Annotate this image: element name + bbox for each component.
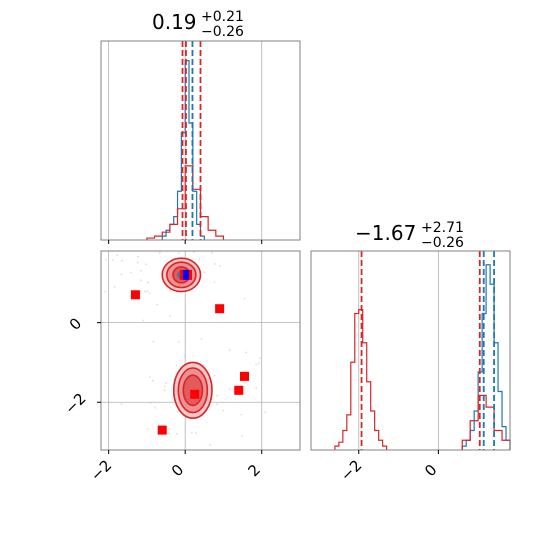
sample-dot-14 [137, 255, 139, 258]
sample-dot-38 [243, 297, 246, 300]
sample-dot-32 [116, 254, 119, 257]
sample-dot-28 [219, 264, 221, 267]
sample-dot-30 [213, 281, 216, 284]
marginal-panel-2-title-value: −1.67 [355, 221, 416, 245]
sample-dot-77 [244, 382, 246, 384]
sample-dot-78 [145, 263, 147, 266]
sample-dot-86 [120, 273, 123, 276]
sample-dot-47 [259, 357, 261, 360]
sample-dot-43 [167, 432, 170, 435]
sample-dot-21 [257, 362, 260, 364]
sample-dot-37 [240, 435, 243, 437]
sample-dot-19 [228, 349, 231, 351]
sample-dot-62 [214, 263, 216, 265]
sample-dot-9 [149, 402, 152, 404]
sample-dot-72 [168, 315, 171, 317]
marker-point-5 [157, 425, 167, 435]
marginal-panel-param-1: 0.19 +0.21 −0.26 [100, 9, 301, 244]
sample-dot-52 [203, 271, 206, 274]
sample-dot-25 [195, 432, 197, 434]
sample-dot-17 [165, 382, 168, 385]
sample-dot-5 [177, 341, 180, 343]
marginal-panel-1-ticks [108, 240, 263, 244]
sample-dot-3 [255, 363, 257, 366]
marker-point-4 [190, 389, 200, 399]
sample-dot-61 [183, 355, 186, 358]
sample-dot-54 [142, 319, 145, 322]
sample-dot-0 [130, 271, 132, 274]
sample-dot-12 [211, 251, 214, 254]
sample-dot-55 [200, 337, 203, 340]
marginal-panel-1-title-upper: +0.21 [201, 9, 244, 25]
joint-panel-background [101, 251, 300, 450]
marginal-panel-1-title-lower: −0.26 [201, 24, 244, 40]
marker-point-2 [240, 371, 250, 381]
joint-panel [97, 250, 301, 454]
sample-dot-24 [148, 292, 151, 294]
marginal-panel-2-grid [358, 251, 439, 450]
joint-panel-points [130, 269, 250, 435]
sample-dot-11 [264, 411, 267, 414]
sample-dot-2 [136, 261, 139, 264]
sample-dot-8 [169, 289, 172, 292]
sample-dot-15 [177, 410, 179, 413]
sample-dot-87 [209, 444, 211, 446]
sample-dot-70 [120, 259, 123, 262]
sample-dot-26 [198, 258, 201, 260]
sample-dot-41 [175, 364, 178, 367]
sample-dot-89 [146, 428, 149, 431]
sample-dot-7 [163, 389, 166, 392]
marker-point-1 [215, 304, 225, 314]
sample-dot-84 [105, 258, 108, 261]
marginal-panel-param-2: −1.67 +2.71 −0.26 [310, 220, 511, 454]
marginal-panel-2-frame [310, 250, 511, 451]
sample-dot-83 [240, 413, 243, 416]
sample-dot-79 [120, 403, 123, 406]
sample-dot-4 [146, 290, 149, 293]
sample-dot-13 [216, 394, 219, 397]
sample-dot-88 [104, 290, 107, 293]
sample-dot-20 [158, 251, 161, 254]
sample-dot-71 [152, 340, 155, 343]
sample-dot-80 [140, 279, 142, 282]
sample-dot-69 [255, 386, 258, 389]
sample-dot-82 [156, 303, 158, 306]
sample-dot-18 [147, 281, 149, 284]
marginal-panel-2-title-lower: −0.26 [421, 235, 464, 251]
sample-dot-46 [144, 290, 146, 293]
marginal-panel-2-title-upper: +2.71 [421, 220, 464, 236]
sample-dot-49 [154, 406, 157, 409]
sample-dot-53 [176, 432, 178, 435]
sample-dot-39 [191, 431, 193, 434]
sample-dot-58 [113, 285, 116, 288]
marginal-panel-2-quantile-lines [360, 251, 495, 450]
joint-panel-frame [100, 250, 301, 451]
marker-point-0 [130, 290, 140, 300]
sample-dot-29 [168, 427, 171, 430]
sample-dot-68 [140, 269, 143, 272]
joint-panel-ticks [97, 322, 263, 454]
sample-dot-51 [216, 403, 218, 406]
marginal-panel-2-ticks [358, 450, 439, 454]
sample-dot-48 [111, 259, 114, 262]
marginal-panel-1-quantile-lines [181, 41, 202, 240]
sample-dot-85 [222, 409, 225, 412]
histogram-series-2 [461, 394, 511, 450]
marginal-panel-1-frame [100, 40, 301, 241]
sample-dot-81 [245, 351, 248, 354]
sample-dot-45 [228, 388, 231, 390]
marginal-panel-1-title-value: 0.19 [152, 10, 197, 34]
sample-dot-34 [177, 252, 180, 255]
sample-dot-1 [213, 374, 216, 377]
marker-point-3 [234, 385, 244, 395]
sample-dot-23 [163, 385, 166, 388]
highlight-point-blue [182, 269, 189, 280]
sample-dot-31 [149, 376, 152, 379]
sample-dot-33 [151, 379, 154, 382]
marginal-panel-2-background [311, 251, 510, 450]
